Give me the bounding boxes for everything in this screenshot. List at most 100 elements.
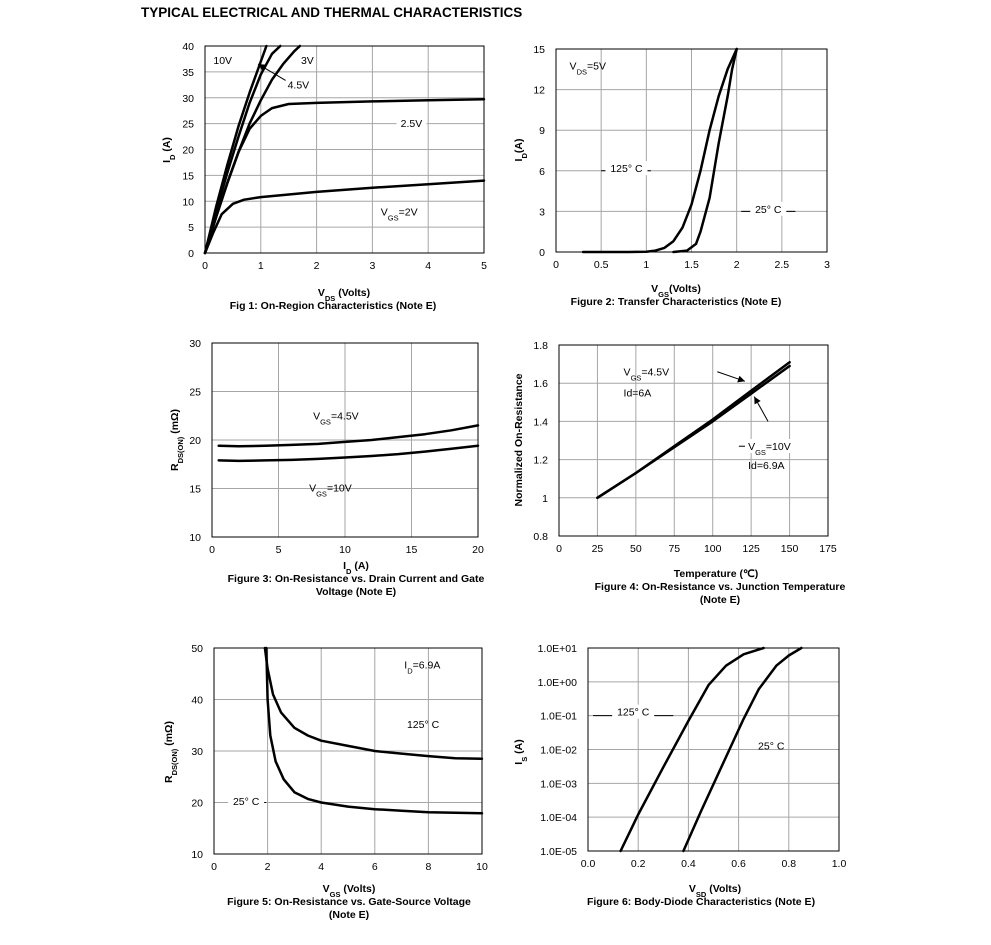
fig1-y-axis-label-rest: (A) [161,137,173,155]
fig4-annotation-2-arrow-head [754,396,761,405]
fig4-annotation-1: Id=6A [624,388,652,400]
fig6-ytick-label: 1.0E-01 [540,711,577,723]
fig4-annotation-0-rest: =4.5V [641,367,669,379]
fig1-ytick-label: 40 [182,41,194,53]
fig5-annotation-1: 125° C [407,719,440,731]
fig1-annotation-4-sub: GS [388,213,399,222]
fig2-xtick-label: 2 [734,259,740,271]
fig4-xtick-label: 25 [592,543,604,555]
fig6-xtick-label: 0.2 [631,858,646,870]
fig4-annotation-2: VGS=10V [748,441,791,457]
fig1-annotation-0: 10V [213,55,232,67]
fig6-ytick-label: 1.0E-04 [540,812,577,824]
fig6-annotation-0: 125° C [617,707,650,719]
fig4-caption: (Note E) [700,594,740,606]
fig2-x-axis-label-sub: GS [658,290,669,299]
fig5-x-axis-label-sub: GS [330,890,341,899]
fig1-ytick-label: 25 [182,119,194,131]
fig1-annotation-3: 2.5V [401,118,423,130]
fig2-x-axis-label-rest: (Volts) [669,283,701,295]
fig6-y-axis-label-sub: S [520,757,529,762]
fig3-y-axis-label-main: R [169,463,181,471]
fig5-annotation-0-rest: =6.9A [413,660,441,672]
fig4-ytick-label: 0.8 [533,531,548,543]
fig5-annotation-0: ID=6.9A [404,660,440,676]
fig4-xtick-label: 175 [819,543,837,555]
fig6-plot-frame [587,647,840,852]
fig4-annotation-2-main: V [748,441,755,453]
fig2-ytick-label: 12 [533,85,545,97]
fig2-x-axis-label: VGS(Volts) [651,283,701,299]
fig1-annotation-4: VGS=2V [381,207,418,223]
fig4-xtick-label: 125 [742,543,760,555]
fig4-xtick-label: 50 [630,543,642,555]
fig5-ytick-label: 20 [191,798,203,810]
fig1-xtick-label: 4 [425,260,431,272]
fig6-y-axis-label-main: I [513,762,525,765]
fig4-annotation-2-rest: =10V [766,441,791,453]
fig1-annotation-1: 3V [301,55,314,67]
fig1-x-axis-label: VDS (Volts) [318,287,370,303]
fig5-x-axis-label-rest: (Volts) [341,883,376,895]
fig2-y-axis-label-rest: (A) [513,139,525,154]
fig3-xtick-label: 15 [406,544,418,556]
fig2-xtick-label: 0 [553,259,559,271]
fig4-annotation-3: Id=6.9A [748,460,785,472]
fig1-ytick-label: 0 [188,248,194,260]
fig4-annotation-2-sub: GS [755,448,766,457]
fig3-xtick-label: 0 [209,544,215,556]
fig6-x-axis-label-main: V [689,883,696,895]
fig2-annotation-0-main: V [570,60,577,72]
fig6-ytick-label: 1.0E-03 [540,778,577,790]
fig4-annotation-0: VGS=4.5V [624,367,670,383]
fig3-annotation-1-sub: GS [316,489,327,498]
fig5-series-1 [265,646,484,815]
fig3-caption: Voltage (Note E) [316,586,396,598]
fig4-xtick-label: 100 [704,543,722,555]
fig4-annotation-0-main: V [624,367,631,379]
fig3-series-1 [217,444,480,463]
fig3-x-axis-label: ID (A) [343,560,369,576]
fig6-ytick-label: 1.0E+00 [538,677,578,689]
fig3-y-axis-label-sub: DS(ON) [176,436,185,463]
fig5-annotation-0-main: I [404,660,407,672]
fig2-xtick-label: 1.5 [684,259,699,271]
fig6-x-axis-label-rest: (Volts) [706,883,741,895]
fig6-ytick-label: 1.0E-05 [540,846,577,858]
fig1-ytick-label: 30 [182,93,194,105]
fig3-plot-frame [211,342,479,538]
fig2-annotation-2-bg [750,201,787,216]
fig4-annotation-0-sub: GS [631,373,642,382]
fig2-ytick-label: 0 [539,247,545,259]
fig1-annotation-3-bg [396,116,427,131]
fig3-y-axis-label-rest: (mΩ) [169,409,181,437]
fig6-y-axis-label-rest: (A) [513,739,525,757]
fig5-x-axis-label: VGS (Volts) [323,883,376,899]
fig5-annotation-2: 25° C [233,796,260,808]
fig6-annotation-0-bg [612,704,655,719]
fig5-ytick-label: 10 [191,849,203,861]
fig2-y-axis-label-sub: D [520,153,529,159]
fig6-xtick-label: 0.4 [681,858,696,870]
fig5-caption: Figure 5: On-Resistance vs. Gate-Source … [227,896,471,908]
fig3-x-axis-label-rest: (A) [351,560,369,572]
fig3-ytick-label: 30 [189,338,201,350]
fig5-xtick-label: 6 [372,861,378,873]
fig4-annotation-2-bg [745,439,794,454]
fig1-annotation-2: 4.5V [288,79,310,91]
fig4-x-axis-label: Temperature (℃) [674,568,759,580]
fig5-annotation-0-sub: D [407,666,413,675]
fig1-ytick-label: 10 [182,196,194,208]
fig3-annotation-1-rest: =10V [327,482,352,494]
fig4-ytick-label: 1.8 [533,340,548,352]
fig5-y-axis-label-rest: (mΩ) [163,721,175,749]
fig1-ytick-label: 15 [182,170,194,182]
fig2-x-axis-label-main: V [651,283,658,295]
fig2-annotation-1: 125° C [610,163,643,175]
fig1-xtick-label: 3 [369,260,375,272]
fig5-ytick-label: 30 [191,746,203,758]
fig4-xtick-label: 75 [668,543,680,555]
fig3-annotation-0: VGS=4.5V [313,411,359,427]
